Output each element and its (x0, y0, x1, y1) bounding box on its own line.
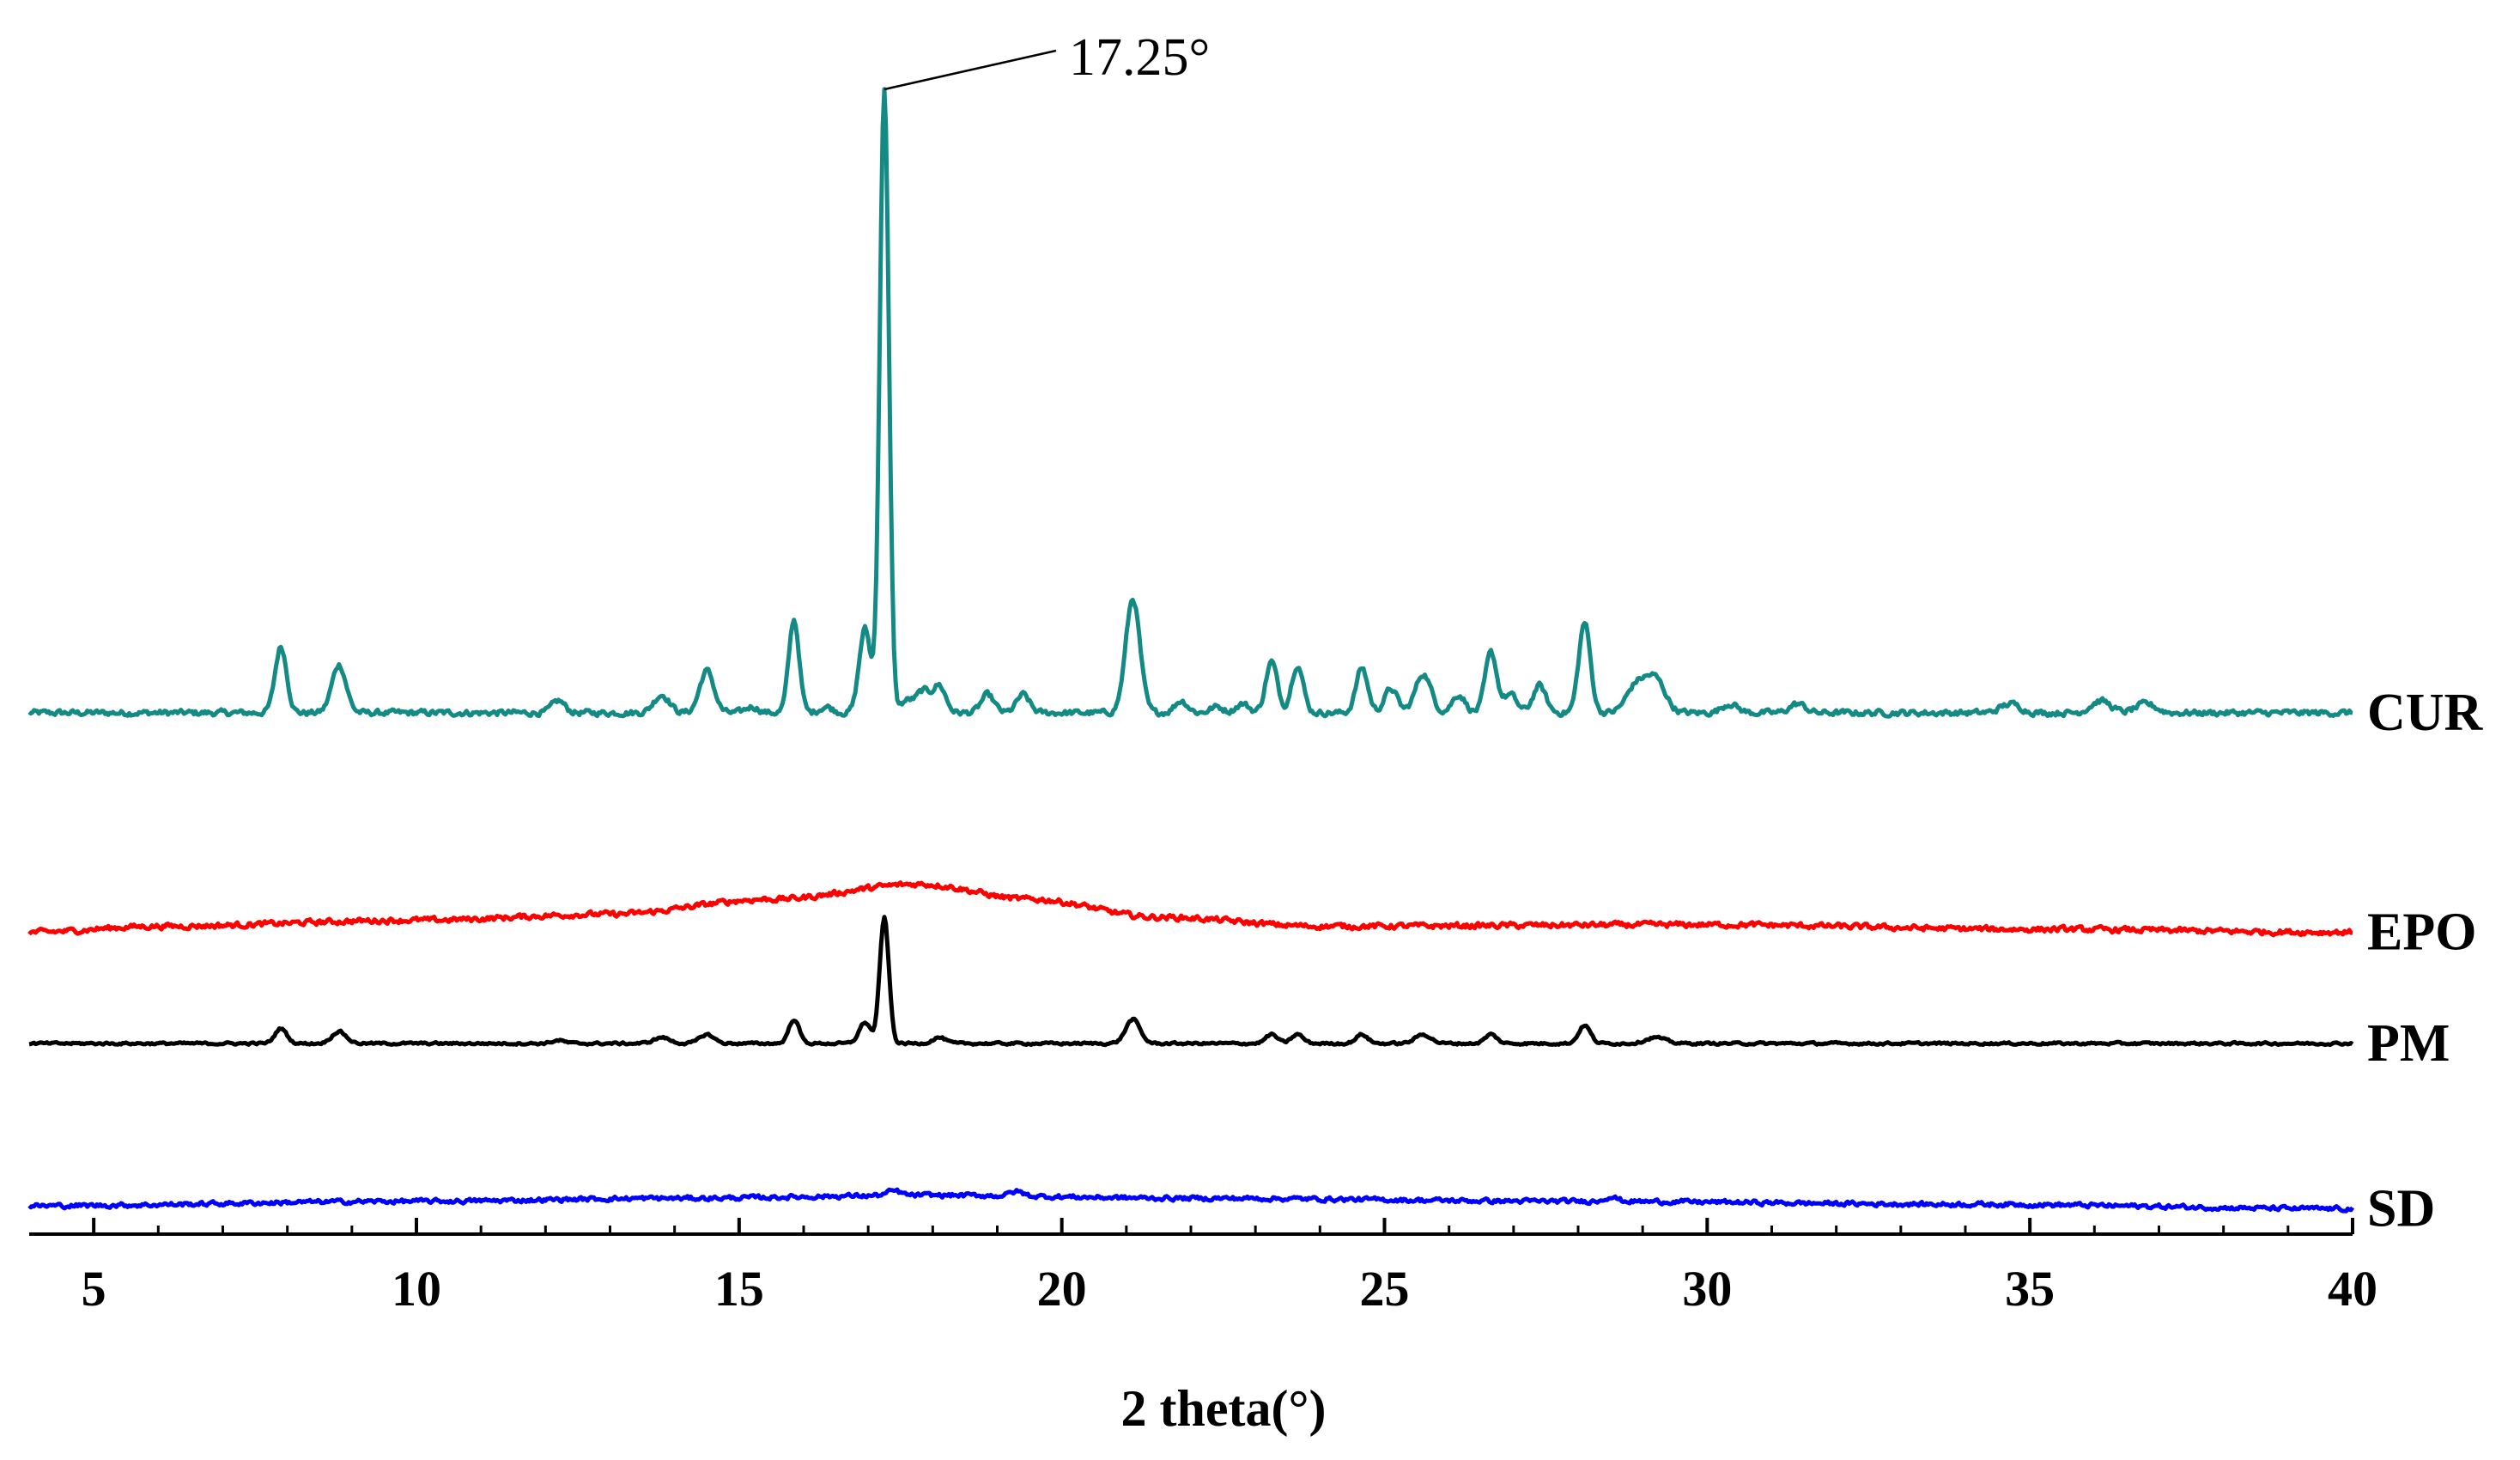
series-label-layer: CUR EPO PM SD (2367, 684, 2484, 1238)
series-label-pm: PM (2367, 1014, 2450, 1073)
x-tick-label: 40 (2328, 1261, 2377, 1317)
series-line-cur (27, 87, 2353, 719)
annotation-layer: 17.25° (884, 28, 1210, 91)
x-tick-label: 15 (714, 1261, 764, 1317)
x-tick-label: 5 (82, 1261, 106, 1317)
series-line-epo (27, 880, 2353, 938)
annotation-leader-line (884, 49, 1057, 91)
series-line-pm (28, 915, 2354, 1048)
x-tick-label: 35 (2005, 1261, 2055, 1317)
x-tick-label: 25 (1360, 1261, 1410, 1317)
x-tick-label: 10 (392, 1261, 441, 1317)
x-axis: 5 10 15 20 25 30 35 40 (29, 1218, 2377, 1317)
peak-annotation: 17.25° (1069, 28, 1210, 87)
series-label-cur: CUR (2367, 684, 2484, 742)
series-line-sd (27, 1187, 2355, 1214)
trace-layer (27, 87, 2355, 1214)
series-label-epo: EPO (2367, 903, 2476, 962)
x-tick-label: 20 (1037, 1261, 1087, 1317)
x-axis-title: 2 theta(°) (1121, 1380, 1327, 1437)
x-tick-label: 30 (1682, 1261, 1732, 1317)
series-label-sd: SD (2367, 1180, 2435, 1238)
